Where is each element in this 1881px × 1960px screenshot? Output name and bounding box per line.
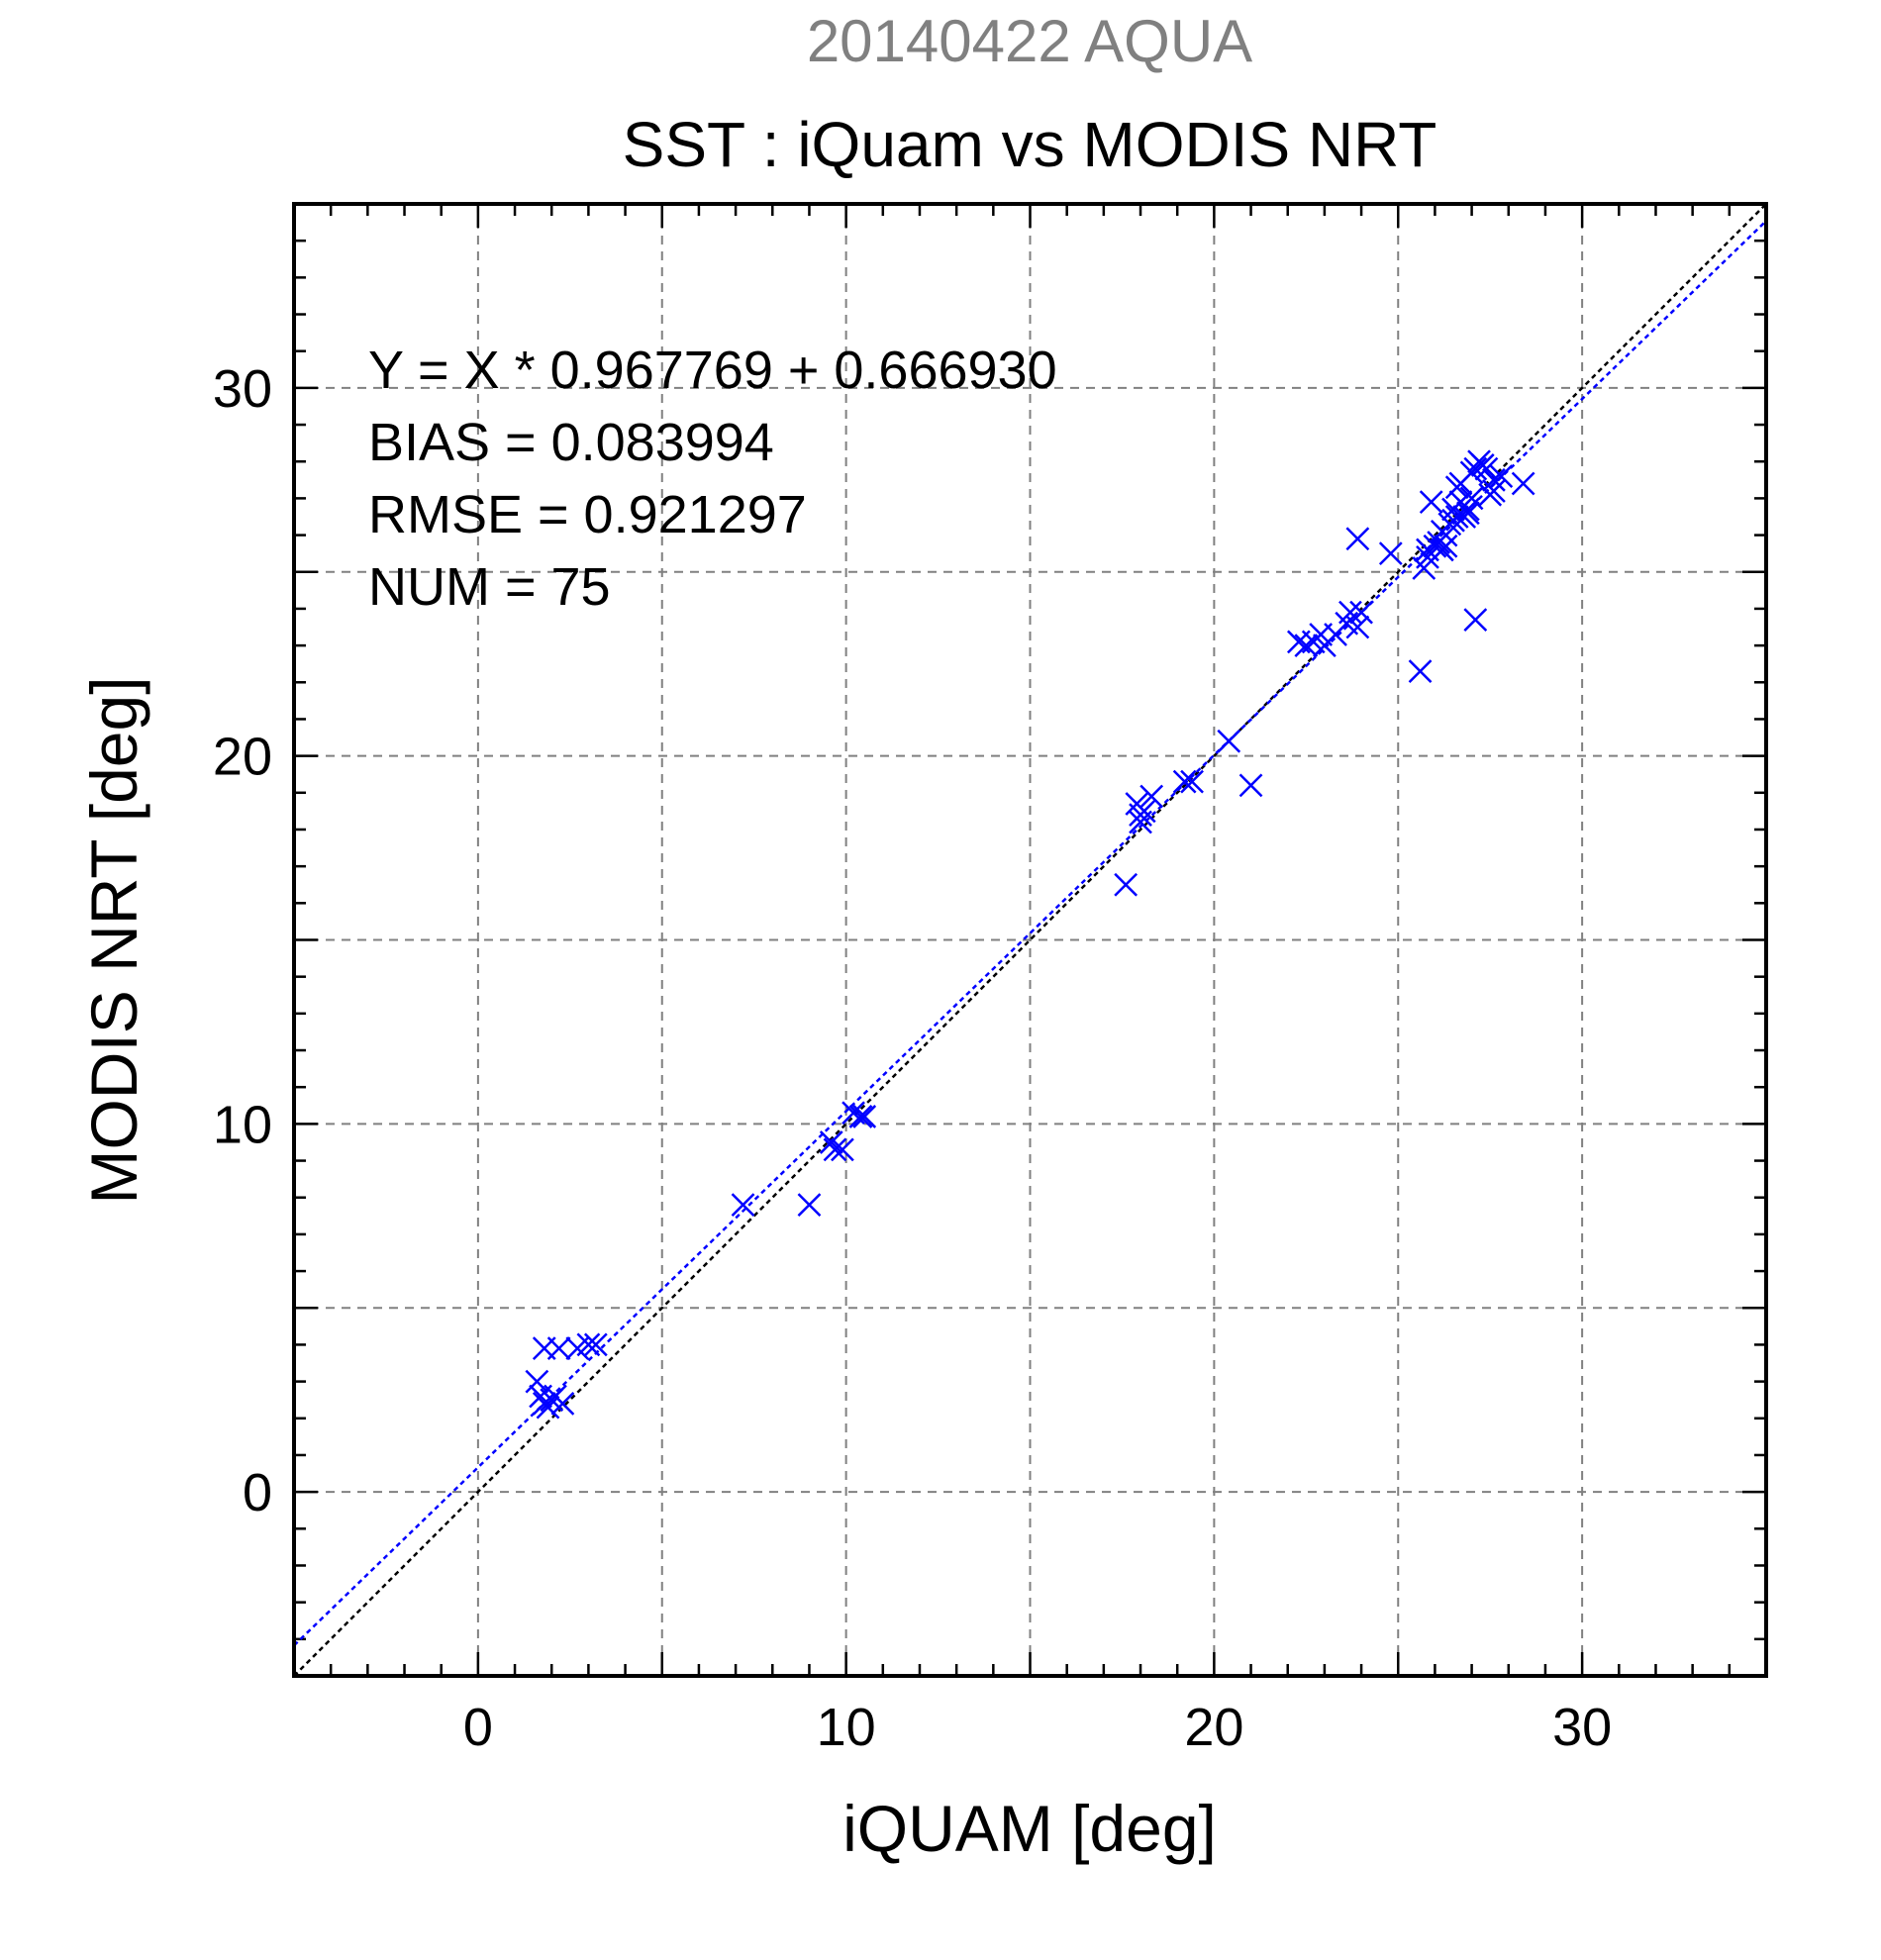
- data-point: [819, 1130, 843, 1154]
- data-point: [852, 1105, 877, 1128]
- data-point: [1419, 490, 1443, 515]
- data-point: [1172, 769, 1197, 794]
- data-point: [1180, 769, 1204, 794]
- data-point: [1482, 467, 1506, 492]
- data-point: [576, 1332, 601, 1357]
- data-point: [550, 1392, 575, 1416]
- chart-supertitle: 20140422 AQUA: [807, 8, 1252, 74]
- bias-value: BIAS = 0.083994: [368, 413, 774, 472]
- data-point: [1139, 784, 1164, 809]
- x-tick-label: 10: [817, 1698, 876, 1757]
- data-point: [1474, 456, 1499, 481]
- data-points: [525, 449, 1535, 1420]
- data-point: [1482, 479, 1506, 503]
- data-point: [1345, 527, 1370, 551]
- x-tick-label: 20: [1184, 1698, 1243, 1757]
- data-point: [1489, 464, 1514, 488]
- data-point: [1448, 490, 1473, 515]
- data-point: [1238, 773, 1263, 798]
- data-point: [823, 1137, 847, 1162]
- data-point: [1345, 615, 1370, 639]
- stats-box: Y = X * 0.967769 + 0.666930 BIAS = 0.083…: [368, 341, 1057, 617]
- data-point: [525, 1369, 549, 1394]
- data-point: [1338, 600, 1362, 625]
- data-point: [1217, 729, 1241, 753]
- data-point: [1378, 541, 1403, 566]
- data-point: [731, 1193, 755, 1218]
- count-value: NUM = 75: [368, 557, 611, 617]
- data-point: [1434, 534, 1458, 558]
- tick-labels: 0 10 20 30 0 10 20 30: [213, 359, 1612, 1757]
- data-point: [536, 1395, 560, 1420]
- data-point: [797, 1193, 822, 1218]
- data-point: [1430, 519, 1454, 543]
- plot-frame: [292, 202, 1768, 1678]
- grid: [294, 204, 1766, 1676]
- chart-title: SST : iQuam vs MODIS NRT: [623, 109, 1437, 180]
- y-tick-label: 30: [213, 359, 272, 419]
- data-point: [1416, 544, 1439, 569]
- data-point: [1423, 534, 1447, 558]
- data-point: [1511, 471, 1535, 496]
- data-point: [583, 1332, 608, 1357]
- rmse-value: RMSE = 0.921297: [368, 485, 807, 544]
- data-point: [848, 1105, 873, 1128]
- data-point: [1463, 608, 1488, 632]
- data-point: [1408, 659, 1433, 684]
- x-tick-label: 0: [463, 1698, 493, 1757]
- y-tick-label: 20: [213, 728, 272, 787]
- data-point: [1349, 600, 1373, 625]
- y-axis-label: MODIS NRT [deg]: [77, 676, 150, 1204]
- data-point: [1114, 872, 1138, 897]
- fit-equation: Y = X * 0.967769 + 0.666930: [368, 341, 1057, 400]
- data-point: [1455, 501, 1480, 526]
- x-tick-label: 30: [1552, 1698, 1612, 1757]
- data-point: [1132, 799, 1156, 824]
- data-point: [546, 1336, 571, 1361]
- data-point: [1294, 634, 1319, 657]
- data-point: [831, 1137, 854, 1162]
- data-point: [1459, 460, 1484, 485]
- x-axis-label: iQUAM [deg]: [842, 1792, 1217, 1865]
- y-tick-label: 0: [243, 1463, 272, 1522]
- y-tick-label: 10: [213, 1095, 272, 1154]
